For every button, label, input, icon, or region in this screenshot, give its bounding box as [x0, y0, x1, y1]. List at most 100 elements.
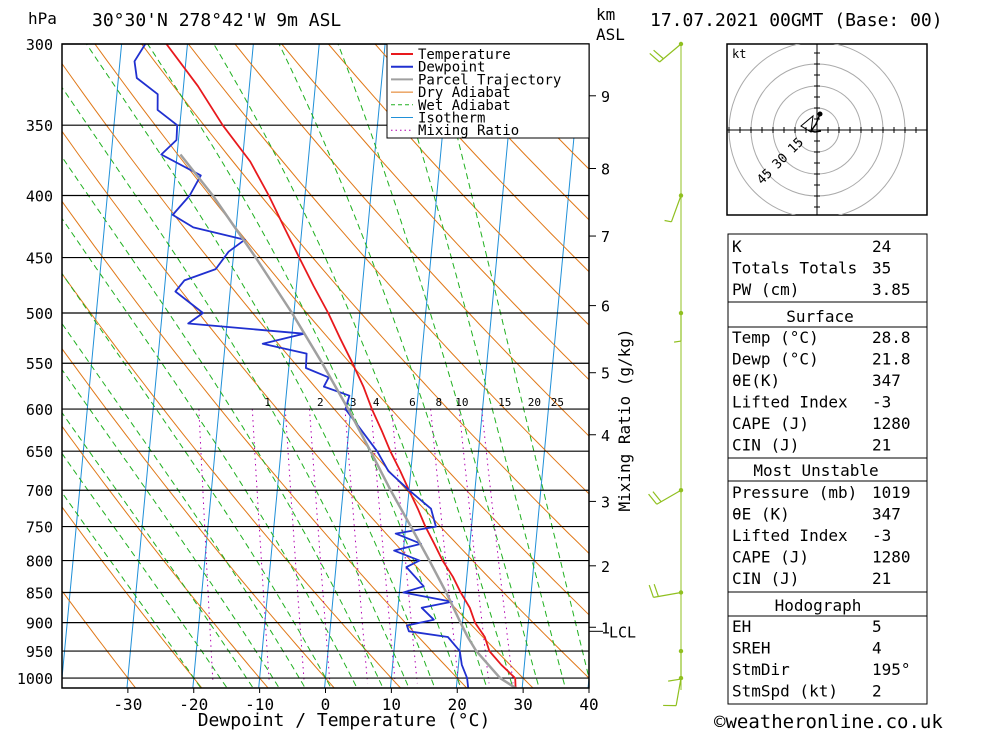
surface-value: 1280 — [872, 414, 911, 433]
legend-entry: Dewpoint — [418, 60, 485, 76]
mixing-ratio-label: 20 — [528, 396, 541, 409]
height-unit-asl: ASL — [596, 25, 625, 44]
surface-row: Dewp (°C) 21.8 — [732, 350, 911, 369]
mixing-ratio-label: 3 — [350, 396, 357, 409]
plot-frame — [61, 43, 590, 689]
mixing-ratio-label: 4 — [373, 396, 380, 409]
most-unstable-value: 21 — [872, 569, 891, 588]
wet-adiabat-line — [62, 156, 384, 688]
mixing-ratio-line — [198, 409, 214, 684]
mixing-ratio-line — [284, 409, 305, 684]
axis-labels: 3003504004505005506006507007508008509009… — [17, 36, 636, 714]
x-tick-label: 10 — [382, 695, 401, 714]
x-tick-label: -10 — [245, 695, 274, 714]
height-tick-label: 2 — [601, 558, 610, 576]
mixing-ratio-label: 25 — [551, 396, 564, 409]
x-tick-label: 0 — [321, 695, 331, 714]
wind-barb — [649, 43, 682, 63]
wind-barb — [648, 583, 682, 598]
wet-adiabat-line — [85, 44, 436, 688]
mixing-ratio-axis-title: Mixing Ratio (g/kg) — [615, 328, 634, 511]
hodograph-param-row: EH 5 — [732, 617, 882, 636]
hodograph-param-value: 2 — [872, 682, 882, 701]
mixing-ratio-label: 6 — [409, 396, 416, 409]
wet-adiabat-line — [388, 44, 566, 688]
dry-adiabat-line — [62, 272, 402, 688]
surface-heading: Surface — [786, 307, 853, 326]
mixing-ratio-line — [251, 409, 270, 684]
most-unstable-value: 1280 — [872, 548, 911, 567]
dry-adiabat-line — [327, 44, 589, 326]
dewpoint-line — [133, 44, 470, 688]
hodograph-param-label: SREH — [732, 639, 771, 658]
most-unstable-row: Lifted Index -3 — [732, 526, 891, 545]
mixing-ratio-label: 2 — [317, 396, 324, 409]
lcl-label: LCL — [609, 623, 636, 641]
dry-adiabat-line — [62, 506, 203, 688]
dry-adiabat-line — [62, 347, 335, 688]
dry-adiabat-line — [234, 44, 589, 437]
index-label: PW (cm) — [732, 280, 799, 299]
surface-row: CAPE (J) 1280 — [732, 414, 911, 433]
pressure-tick-label: 350 — [26, 117, 53, 135]
most-unstable-label: CIN (J) — [732, 569, 799, 588]
surface-value: -3 — [872, 393, 891, 412]
hodograph-param-value: 4 — [872, 639, 882, 658]
hodograph-param-value: 195° — [872, 660, 911, 679]
wet-adiabat-line — [213, 44, 488, 688]
surface-label: Temp (°C) — [732, 328, 819, 347]
isotherm-line — [62, 44, 123, 684]
height-tick-label: 8 — [601, 160, 610, 178]
pressure-tick-label: 1000 — [17, 670, 53, 688]
wet-adiabat-line — [278, 44, 514, 688]
mixing-ratio-line — [344, 409, 369, 684]
surface-value: 28.8 — [872, 328, 911, 347]
hodograph-param-row: StmSpd (kt) 2 — [732, 682, 882, 701]
hodograph-param-label: StmDir — [732, 660, 790, 679]
pressure-tick-label: 700 — [26, 482, 53, 500]
hodograph-param-row: SREH 4 — [732, 639, 882, 658]
dry-adiabat-line — [281, 44, 589, 381]
hodograph-param-label: StmSpd (kt) — [732, 682, 838, 701]
location-title: 30°30'N 278°42'W 9m ASL — [92, 10, 341, 31]
hodograph-unit: kt — [732, 47, 746, 61]
mixing-ratio-label: 10 — [455, 396, 468, 409]
dry-adiabat-line — [62, 62, 589, 679]
wind-level-dot — [678, 310, 684, 316]
dry-adiabat-line — [421, 44, 589, 221]
height-tick-label: 4 — [601, 427, 610, 445]
datetime-label: 17.07.2021 00GMT (Base: 00) — [650, 10, 943, 31]
wet-adiabat-line — [62, 452, 228, 688]
hodograph-params-heading: Hodograph — [775, 596, 862, 615]
legend-entry: Isotherm — [418, 111, 485, 127]
most-unstable-value: 1019 — [872, 483, 911, 502]
index-value: 3.85 — [872, 280, 911, 299]
mixing-ratio-line — [458, 409, 490, 684]
isotherm-line — [258, 44, 320, 688]
wet-adiabat-line — [147, 44, 462, 688]
height-tick-label: 1 — [601, 619, 610, 637]
indices-box — [727, 233, 928, 303]
most-unstable-row: Pressure (mb) 1019 — [732, 483, 911, 502]
wind-barb — [648, 489, 682, 505]
surface-label: θE(K) — [732, 371, 780, 390]
wet-adiabat-line — [62, 368, 280, 688]
mixing-ratio-line — [370, 409, 396, 684]
mixing-ratio-label: 15 — [498, 396, 511, 409]
index-row: K 24 — [732, 237, 891, 256]
mixing-ratio-line — [309, 409, 331, 684]
dry-adiabat-line — [62, 589, 137, 688]
pressure-tick-label: 750 — [26, 519, 53, 537]
wind-barb — [668, 651, 682, 682]
x-tick-label: 40 — [579, 695, 598, 714]
pressure-tick-label: 600 — [26, 401, 53, 419]
height-tick-label: 9 — [601, 88, 610, 106]
height-tick-label: 5 — [601, 365, 610, 383]
storm-motion-marker — [800, 114, 814, 133]
legend-entry: Temperature — [418, 47, 511, 63]
legend-box — [386, 43, 590, 139]
wet-adiabat-line — [62, 217, 358, 688]
pressure-tick-label: 500 — [26, 305, 53, 323]
wind-profile — [648, 41, 684, 707]
